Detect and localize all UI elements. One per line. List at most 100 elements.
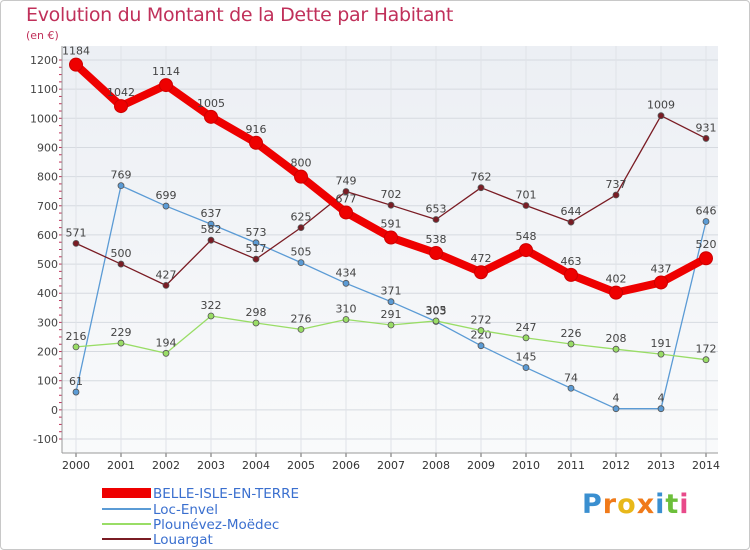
- data-point: [117, 339, 125, 347]
- data-label: 644: [561, 205, 582, 218]
- data-point: [297, 325, 305, 333]
- x-tick-label: 2002: [152, 459, 180, 472]
- data-label: 371: [381, 285, 402, 298]
- data-point: [657, 350, 665, 358]
- data-label: 434: [336, 266, 357, 279]
- data-label: 548: [516, 230, 537, 243]
- data-label: 762: [471, 171, 492, 184]
- data-label: 463: [561, 255, 582, 268]
- data-point: [477, 184, 485, 192]
- data-point: [522, 334, 530, 342]
- logo-letter: P: [582, 489, 603, 520]
- data-label: 1005: [197, 97, 225, 110]
- y-tick-label: 600: [37, 229, 58, 242]
- chart-unit-label: (en €): [26, 29, 59, 42]
- y-tick-label: 400: [37, 287, 58, 300]
- data-point: [342, 188, 350, 195]
- data-label: 646: [696, 205, 717, 218]
- data-label: 305: [426, 304, 447, 317]
- x-tick-label: 2014: [692, 459, 720, 472]
- data-point: [294, 169, 308, 184]
- data-point: [252, 255, 260, 263]
- data-point: [702, 135, 710, 142]
- data-point: [564, 267, 578, 282]
- data-point: [342, 316, 350, 323]
- data-point: [384, 230, 398, 245]
- data-point: [612, 345, 620, 353]
- data-label: 1114: [152, 65, 180, 78]
- data-label: 4: [658, 392, 665, 405]
- logo-letter: x: [636, 489, 656, 520]
- data-label: 769: [111, 169, 132, 182]
- data-label: 402: [606, 273, 627, 286]
- data-label: 701: [516, 188, 537, 201]
- data-label: 4: [613, 392, 620, 405]
- logo-letter: i: [679, 489, 690, 520]
- data-label: 916: [246, 123, 267, 136]
- x-tick-label: 2006: [332, 459, 360, 472]
- logo-letter: t: [665, 489, 680, 520]
- y-tick-label: 700: [37, 200, 58, 213]
- data-point: [207, 236, 215, 244]
- data-label: 310: [336, 302, 357, 315]
- x-tick-label: 2011: [557, 459, 585, 472]
- data-point: [567, 218, 575, 226]
- y-tick-label: 100: [37, 375, 58, 388]
- legend-label: Loc-Envel: [153, 502, 218, 518]
- data-point: [162, 281, 170, 289]
- data-point: [342, 279, 350, 287]
- logo-letter: o: [617, 489, 637, 520]
- data-label: 677: [336, 192, 357, 205]
- y-tick-label: 800: [37, 171, 58, 184]
- data-label: 247: [516, 321, 537, 334]
- data-label: 272: [471, 314, 492, 327]
- data-label: 749: [336, 174, 357, 187]
- data-label: 1184: [62, 45, 90, 58]
- y-tick-label: 1100: [30, 83, 58, 96]
- data-point: [612, 405, 620, 413]
- y-tick-label: 300: [37, 316, 58, 329]
- data-label: 625: [291, 211, 312, 224]
- data-point: [522, 202, 530, 209]
- x-tick-label: 2008: [422, 459, 450, 472]
- data-point: [387, 201, 395, 209]
- data-point: [117, 260, 125, 268]
- data-point: [252, 239, 260, 247]
- data-point: [387, 298, 395, 306]
- data-label: 145: [516, 351, 537, 364]
- data-point: [72, 239, 80, 247]
- data-label: 653: [426, 202, 447, 215]
- data-label: 1009: [647, 99, 675, 112]
- x-tick-label: 2001: [107, 459, 135, 472]
- data-label: 591: [381, 218, 402, 231]
- data-point: [207, 220, 215, 228]
- data-point: [657, 405, 665, 413]
- data-label: 322: [201, 299, 222, 312]
- data-point: [72, 343, 80, 351]
- data-label: 229: [111, 326, 132, 339]
- series-2: 216 229 194 322 298 276 310 291 305 272 247 226 208 1…: [66, 299, 717, 364]
- logo-letter: r: [602, 489, 618, 520]
- data-label: 1042: [107, 86, 135, 99]
- data-point: [432, 317, 440, 325]
- data-point: [69, 57, 83, 72]
- y-tick-label: 1000: [30, 112, 58, 125]
- data-point: [297, 259, 305, 267]
- data-point: [114, 99, 128, 114]
- data-label: 538: [426, 233, 447, 246]
- data-point: [567, 384, 575, 392]
- data-label: 276: [291, 312, 312, 325]
- data-label: 172: [696, 343, 717, 356]
- x-tick-label: 2007: [377, 459, 405, 472]
- data-point: [72, 388, 80, 396]
- data-label: 216: [66, 330, 87, 343]
- data-point: [204, 109, 218, 124]
- data-point: [117, 182, 125, 190]
- data-point: [477, 327, 485, 334]
- data-point: [339, 205, 353, 220]
- y-tick-label: 0: [51, 404, 58, 417]
- data-label: 208: [606, 332, 627, 345]
- data-label: 571: [66, 226, 87, 239]
- data-label: 517: [246, 242, 267, 255]
